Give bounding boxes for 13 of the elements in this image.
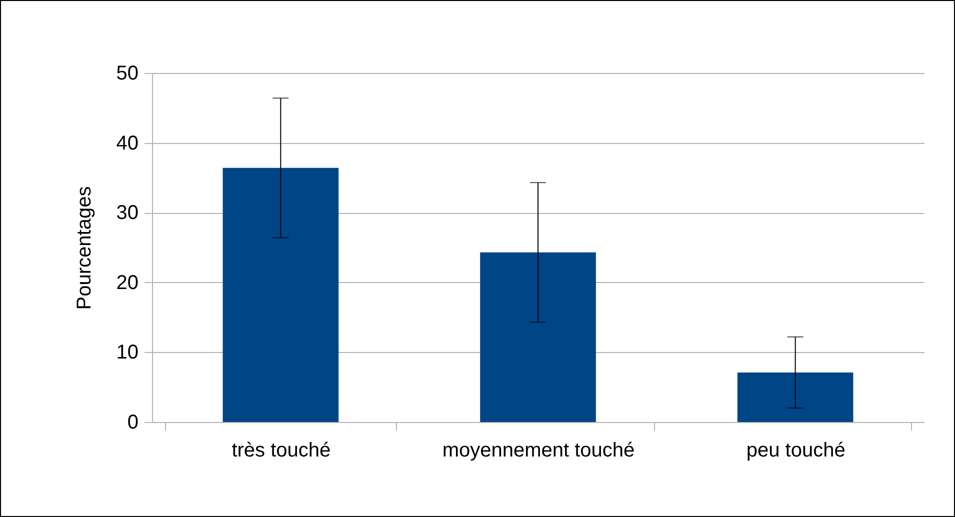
bar: [480, 252, 596, 422]
y-tick-label: 10: [116, 342, 138, 364]
x-tick-label: très touché: [232, 440, 331, 462]
y-tick-label: 20: [116, 272, 138, 294]
x-tick-label: peu touché: [746, 440, 846, 462]
x-tick-label: moyennement touché: [442, 440, 635, 462]
bar: [737, 372, 854, 422]
y-axis-title: Pourcentages: [73, 186, 96, 310]
bar: [222, 168, 339, 422]
y-tick-label: 40: [116, 132, 138, 154]
y-tick-label: 50: [116, 62, 138, 84]
y-tick-label: 0: [127, 412, 138, 434]
y-tick-label: 30: [116, 202, 138, 224]
